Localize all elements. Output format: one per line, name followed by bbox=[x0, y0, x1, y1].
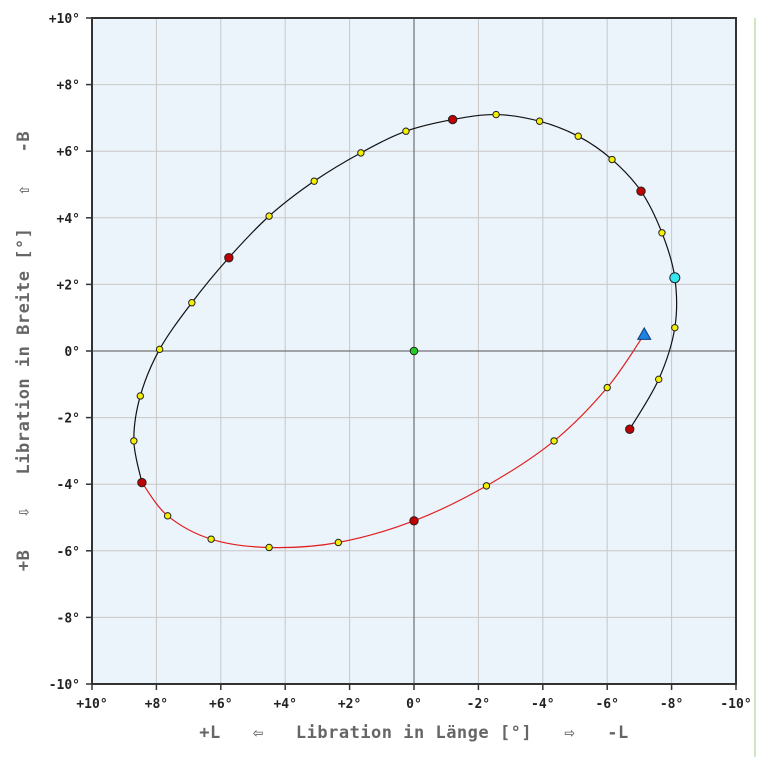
data-point-yellow bbox=[130, 437, 138, 445]
data-point-yellow bbox=[334, 538, 343, 547]
y-tick-label: -8° bbox=[57, 611, 80, 626]
y-tick-label: +4° bbox=[57, 212, 80, 227]
data-point-yellow bbox=[402, 127, 410, 135]
x-tick-label: -2° bbox=[467, 697, 490, 712]
x-tick-label: +8° bbox=[145, 697, 168, 712]
data-point-yellow bbox=[535, 117, 544, 125]
data-point-yellow bbox=[188, 299, 196, 307]
data-point-yellow bbox=[492, 110, 500, 119]
x-tick-label: +6° bbox=[209, 697, 232, 712]
data-point-yellow bbox=[310, 177, 318, 185]
start-marker-triangle bbox=[636, 326, 652, 340]
y-tick-label: -4° bbox=[57, 478, 80, 493]
data-point-red bbox=[137, 477, 147, 488]
center-point-green bbox=[409, 346, 419, 356]
orbit-path-red bbox=[141, 334, 645, 549]
y-tick-label: +6° bbox=[57, 145, 80, 160]
x-tick-label: +2° bbox=[338, 697, 361, 712]
data-point-red bbox=[224, 253, 234, 263]
data-point-yellow bbox=[207, 535, 215, 543]
data-point-yellow bbox=[163, 512, 172, 520]
x-tick-label: -4° bbox=[531, 697, 554, 712]
data-point-red bbox=[447, 114, 458, 125]
data-point-yellow bbox=[550, 437, 558, 445]
data-point-yellow bbox=[655, 375, 663, 384]
data-series bbox=[130, 110, 681, 552]
current-point-cyan bbox=[669, 272, 681, 284]
y-tick-label: 0° bbox=[64, 345, 80, 360]
data-point-yellow bbox=[608, 155, 616, 164]
y-tick-label: -2° bbox=[57, 412, 80, 427]
x-tick-label: 0° bbox=[406, 697, 422, 712]
plot-frame bbox=[91, 17, 737, 685]
x-tick-label: -8° bbox=[660, 697, 683, 712]
x-tick-label: +4° bbox=[273, 697, 296, 712]
x-tick-label: -6° bbox=[595, 697, 618, 712]
data-point-yellow bbox=[155, 345, 164, 354]
data-point-yellow bbox=[671, 323, 679, 332]
y-tick-labels: -10° -8° -6° -4° -2° 0° +2° +4° +6° +8° +10° bbox=[49, 12, 80, 693]
data-point-yellow bbox=[357, 149, 365, 157]
x-tick-labels: +10° +8° +6° +4° +2° 0° -2° -4° -6° -8° -10° bbox=[76, 697, 751, 712]
data-point-yellow bbox=[136, 392, 145, 400]
y-axis-label: +B ⇩ Libration in Breite [°] ⇧ -B bbox=[14, 131, 34, 571]
x-tick-label: -10° bbox=[720, 697, 751, 712]
y-tick-label: +8° bbox=[57, 79, 80, 94]
data-point-yellow bbox=[658, 229, 666, 237]
y-tick-label: +2° bbox=[57, 278, 80, 293]
data-point-red bbox=[409, 516, 419, 526]
x-axis-label: +L ⇦ Libration in Länge [°] ⇨ -L bbox=[199, 723, 628, 743]
y-tick-label: +10° bbox=[49, 12, 80, 27]
data-point-yellow bbox=[603, 383, 611, 392]
data-point-red bbox=[636, 186, 646, 196]
data-point-yellow bbox=[265, 543, 273, 552]
x-tick-label: +10° bbox=[76, 697, 107, 712]
data-point-yellow bbox=[574, 132, 582, 140]
y-tick-label: -6° bbox=[57, 545, 80, 560]
y-tick-label: -10° bbox=[49, 678, 80, 693]
data-point-red bbox=[625, 424, 635, 434]
data-point-yellow bbox=[482, 482, 491, 490]
data-point-yellow bbox=[265, 212, 273, 220]
